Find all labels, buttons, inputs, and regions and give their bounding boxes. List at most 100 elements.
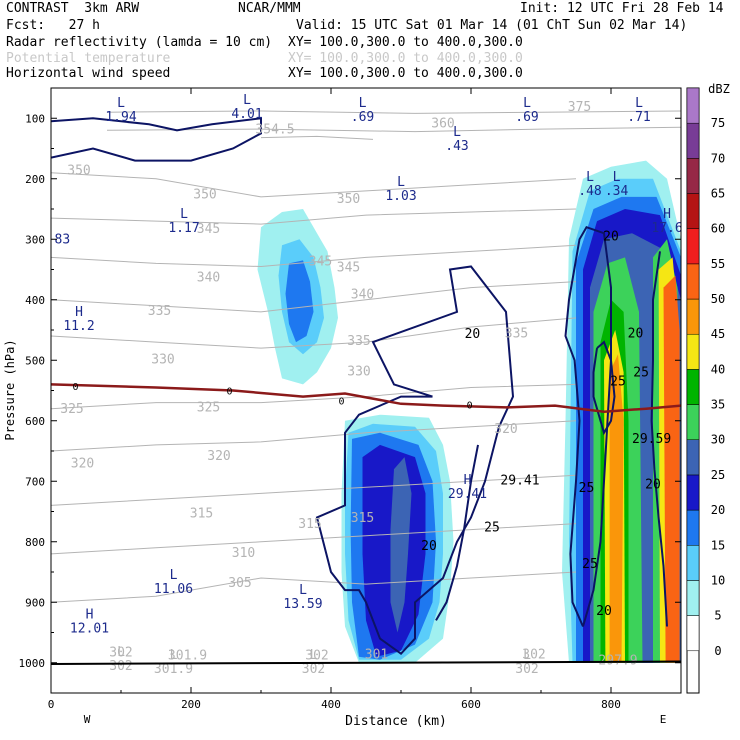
- y-tick-label: 400: [25, 294, 45, 307]
- ground-line: [50, 660, 682, 665]
- colorbar-label: 45: [711, 327, 725, 341]
- theta-label: 301: [365, 648, 388, 663]
- theta-label: 350: [193, 188, 216, 203]
- colorbar-swatch-5: [686, 580, 700, 616]
- extremum-value: .48: [578, 184, 601, 199]
- extremum-value: 302: [515, 662, 538, 677]
- wind-contour-20: [564, 225, 612, 627]
- x-axis-label: Distance (km): [345, 714, 447, 729]
- x-tick-label: 200: [181, 698, 201, 711]
- extremum-value: 1.17: [168, 221, 199, 236]
- zero-wind-line: [51, 383, 681, 413]
- wind-label: 25: [579, 481, 595, 496]
- theta-label: 354.5: [255, 122, 294, 137]
- theta-label: 350: [67, 164, 90, 179]
- colorbar-swatch-25: [686, 439, 700, 476]
- theta-contour-354.5: [260, 135, 374, 140]
- theta-contour-320: [51, 420, 577, 452]
- extremum-value: .71: [627, 110, 650, 125]
- colorbar-label: 40: [711, 362, 725, 376]
- wind-contour-20: [51, 117, 262, 162]
- colorbar-label: 0: [714, 644, 721, 658]
- contour-label-layer: 375 360 354.5 350 350 350 345 345 345 340 340 335 33…: [55, 93, 682, 677]
- theta-contour-360: [106, 126, 681, 133]
- theta-label: 302: [109, 646, 132, 661]
- extremum-type: L: [523, 648, 531, 663]
- init-time: Init: 12 UTC Fri 28 Feb 14: [520, 1, 724, 16]
- colorbar-swatch-65: [686, 158, 700, 194]
- colorbar-swatch-20: [686, 474, 700, 511]
- wind-contour-layer: [51, 117, 668, 656]
- theta-contour-330: [51, 317, 577, 349]
- theta-label: 315: [351, 511, 374, 526]
- colorbar-label: 75: [711, 116, 725, 130]
- reflectivity-region-50dbz: [663, 275, 680, 663]
- y-tick-label: 800: [25, 536, 45, 549]
- wind-label: 25: [633, 366, 649, 381]
- theta-label: 315: [190, 507, 213, 522]
- colorbar-label: 20: [711, 503, 725, 517]
- extremum-value: 11.06: [154, 582, 193, 597]
- wind-label: 20: [645, 478, 661, 493]
- extremum-value: 301.9: [154, 662, 193, 677]
- theta-label: 375: [568, 100, 591, 115]
- extremum-type: L: [117, 645, 125, 660]
- extremum-type: L: [523, 96, 531, 111]
- extremum-type: L: [453, 125, 461, 140]
- wind-label: 29.59: [632, 432, 671, 447]
- reflectivity-region-25dbz: [390, 457, 412, 633]
- extremum-value: 29.41: [448, 487, 487, 502]
- colorbar-label: 35: [711, 398, 725, 412]
- zero-line-label: 0: [338, 396, 344, 407]
- theta-label: 330: [347, 364, 370, 379]
- colorbar-label: 50: [711, 292, 725, 306]
- y-tick-label: 300: [25, 233, 45, 246]
- valid-time: Valid: 15 UTC Sat 01 Mar 14 (01 ChT Sun …: [296, 18, 688, 33]
- colorbar: 0 5 10 15 20 25 30 35 40 45 50 55 60 65 70 75 dBZ: [686, 82, 730, 694]
- colorbar-label: 65: [711, 187, 725, 201]
- field-theta-xy: XY= 100.0,300.0 to 400.0,300.0: [288, 51, 523, 66]
- extremum-type: L: [170, 568, 178, 583]
- wind-label: 29.41: [500, 473, 539, 488]
- x-tick-label: 0: [48, 698, 55, 711]
- y-tick-label: 700: [25, 475, 45, 488]
- model-title: CONTRAST 3km ARW: [6, 1, 140, 16]
- y-axis-label: Pressure (hPa): [3, 339, 17, 440]
- extremum-value: 17.6: [651, 221, 682, 236]
- colorbar-swatch-35: [686, 369, 700, 405]
- colorbar-swatch-60: [686, 193, 700, 229]
- colorbar-label: 10: [711, 573, 725, 587]
- zero-line-label: 0: [226, 387, 232, 398]
- extremum-value: .69: [515, 110, 538, 125]
- wind-label: 25: [610, 375, 626, 390]
- extremum-type: L: [586, 170, 594, 185]
- y-tick-label: 200: [25, 173, 45, 186]
- extremum-type: H: [663, 207, 671, 222]
- zero-line-label: 0: [467, 401, 473, 412]
- wind-label: 25: [582, 557, 598, 572]
- extremum-value: 1.94: [105, 110, 136, 125]
- extremum-type: L: [170, 648, 178, 663]
- wind-label: 20: [596, 604, 612, 619]
- wind-contour-25: [592, 340, 616, 436]
- extremum-type: L: [397, 175, 405, 190]
- extremum-value: 12.01: [70, 621, 109, 636]
- field-reflectivity-name: Radar reflectivity (lamda = 10 cm): [6, 35, 273, 50]
- theta-contour-345: [51, 208, 577, 225]
- extremum-type: L: [310, 648, 318, 663]
- colorbar-swatch-50: [686, 263, 700, 300]
- colorbar-swatch-45: [686, 298, 700, 335]
- theta-label: 320: [71, 456, 94, 471]
- extremum-type: L: [180, 207, 188, 222]
- wind-contour-20: [315, 265, 515, 656]
- extremum-value: 13.59: [283, 597, 322, 612]
- extremum-value: 302: [302, 662, 325, 677]
- theta-label: 310: [232, 546, 255, 561]
- field-theta-name: Potential temperature: [6, 51, 171, 66]
- theta-label: 335: [505, 326, 528, 341]
- wind-label: 20: [421, 539, 437, 554]
- y-tick-label: 500: [25, 354, 45, 367]
- extremum-type: L: [299, 583, 307, 598]
- x-end-label-east: E: [660, 713, 667, 726]
